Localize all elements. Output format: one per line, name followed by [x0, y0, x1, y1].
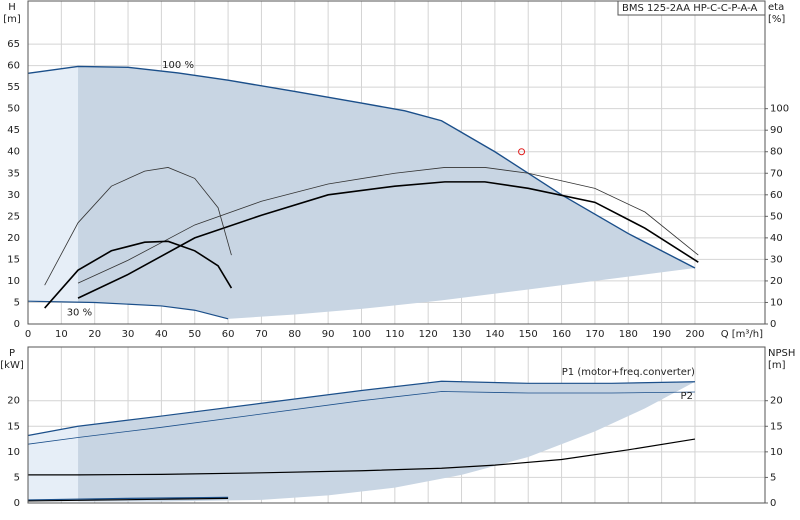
x-tick-label: 200 [685, 329, 704, 340]
x-tick-label: 100 [352, 329, 371, 340]
y2-tick-label: 30 [770, 254, 783, 265]
y-tick-label: 10 [7, 447, 20, 458]
y-tick-label: 0 [14, 498, 20, 509]
y2-tick-label: 10 [770, 297, 783, 308]
operating-area [28, 426, 79, 502]
series-label: P1 (motor+freq.converter) [562, 367, 695, 378]
y2-tick-label: 40 [770, 233, 783, 244]
y-axis-unit: [kW] [0, 360, 24, 371]
y2-tick-label: 70 [770, 168, 783, 179]
curve [44, 240, 233, 309]
series-label: 30 % [67, 307, 92, 318]
y2-tick-label: 80 [770, 147, 783, 158]
y2-axis-label: eta [768, 2, 784, 13]
y2-tick-label: 100 [770, 104, 789, 115]
chart-title: BMS 125-2AA HP-C-C-P-A-A [622, 3, 758, 14]
x-tick-label: 50 [188, 329, 201, 340]
y-tick-label: 30 [7, 190, 20, 201]
curve [27, 496, 229, 501]
x-tick-label: 60 [222, 329, 235, 340]
y-tick-label: 40 [7, 147, 20, 158]
x-tick-label: 120 [419, 329, 438, 340]
y-tick-label: 5 [14, 297, 20, 308]
y-tick-label: 0 [14, 319, 20, 330]
y2-tick-label: 15 [770, 421, 783, 432]
x-tick-label: 10 [55, 329, 68, 340]
curve [27, 380, 695, 437]
x-tick-label: 0 [25, 329, 31, 340]
x-tick-label: 180 [619, 329, 638, 340]
curve [27, 300, 229, 320]
curve [28, 438, 696, 476]
duty-point [518, 148, 526, 156]
y-tick-label: 20 [7, 233, 20, 244]
plot-frame [27, 346, 766, 504]
x-tick-label: 80 [288, 329, 301, 340]
y-tick-label: 35 [7, 168, 20, 179]
y2-axis-label: NPSH [768, 348, 795, 359]
plot-frame [27, 0, 766, 325]
y2-tick-label: 0 [770, 319, 776, 330]
series-label: 100 % [162, 60, 194, 71]
x-tick-label: 70 [255, 329, 268, 340]
x-axis-label: Q [m³/h] [721, 329, 763, 340]
curve [77, 167, 699, 284]
y-tick-label: 5 [14, 472, 20, 483]
y2-axis-unit: [m] [768, 360, 786, 371]
curve [44, 167, 232, 286]
y2-tick-label: 20 [770, 396, 783, 407]
y2-tick-label: 5 [770, 472, 776, 483]
y-tick-label: 60 [7, 61, 20, 72]
x-tick-label: 90 [322, 329, 335, 340]
y2-tick-label: 0 [770, 498, 776, 509]
y-tick-label: 10 [7, 276, 20, 287]
x-tick-label: 150 [519, 329, 538, 340]
operating-area [28, 66, 695, 319]
operating-area [28, 66, 79, 303]
y-axis-label: P [9, 348, 15, 359]
y-axis-label: H [8, 2, 16, 13]
title-box [617, 0, 766, 16]
y2-tick-label: 60 [770, 190, 783, 201]
y-tick-label: 15 [7, 421, 20, 432]
x-tick-label: 20 [88, 329, 101, 340]
x-tick-label: 140 [485, 329, 504, 340]
operating-area [78, 381, 695, 502]
y2-tick-label: 50 [770, 211, 783, 222]
y2-tick-label: 20 [770, 276, 783, 287]
y-tick-label: 15 [7, 254, 20, 265]
y-tick-label: 45 [7, 125, 20, 136]
curve [27, 391, 695, 445]
y2-axis-unit: [%] [768, 14, 785, 25]
x-tick-label: 160 [552, 329, 571, 340]
x-tick-label: 190 [652, 329, 671, 340]
y2-tick-label: 10 [770, 447, 783, 458]
curve [27, 497, 229, 502]
x-tick-label: 40 [155, 329, 168, 340]
y-tick-label: 25 [7, 211, 20, 222]
x-tick-label: 130 [452, 329, 471, 340]
y-axis-unit: [m] [3, 14, 21, 25]
series-label: P2 [681, 391, 693, 402]
curve [77, 181, 699, 299]
x-tick-label: 170 [585, 329, 604, 340]
y-tick-label: 50 [7, 104, 20, 115]
x-tick-label: 30 [122, 329, 135, 340]
y2-tick-label: 90 [770, 125, 783, 136]
y-tick-label: 20 [7, 396, 20, 407]
x-tick-label: 110 [385, 329, 404, 340]
y-tick-label: 65 [7, 39, 20, 50]
y-tick-label: 55 [7, 82, 20, 93]
